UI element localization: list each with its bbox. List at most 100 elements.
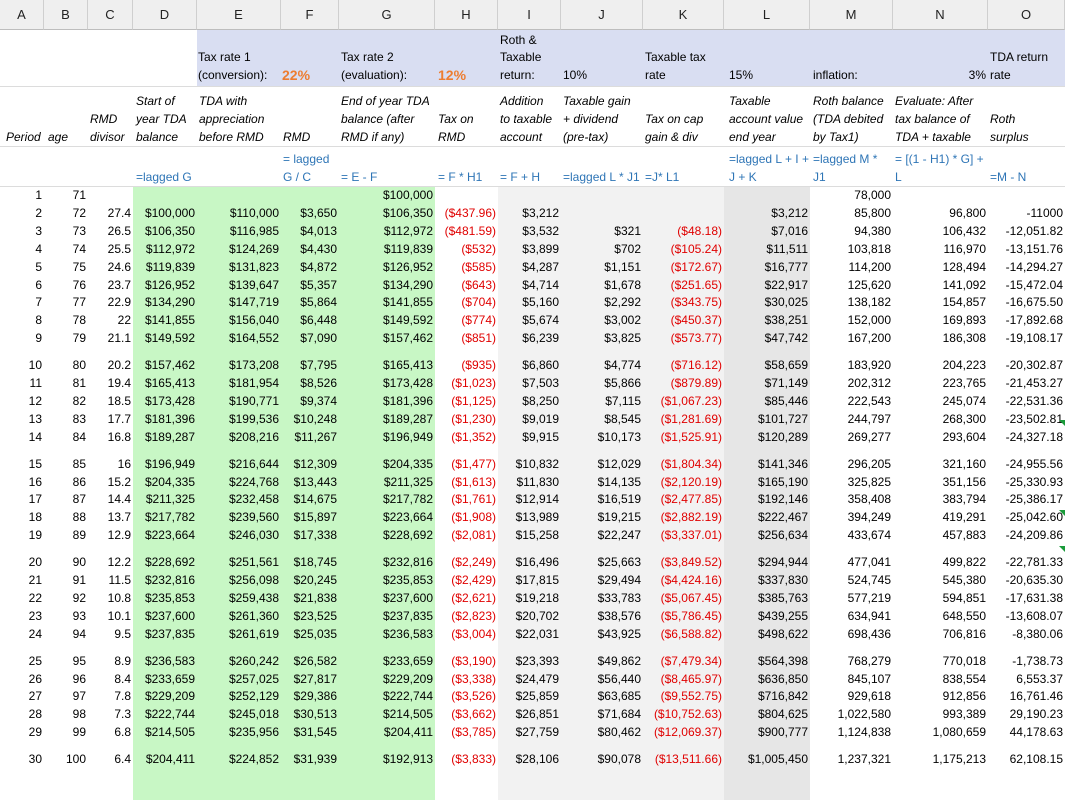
cell-f-row-5[interactable]: $4,872 — [300, 259, 337, 274]
cell-k-row-5[interactable]: ($172.67) — [670, 259, 722, 274]
cell-o-row-14[interactable]: -24,327.18 — [1005, 429, 1063, 444]
column-header-n[interactable]: N — [893, 0, 988, 30]
cell-o-row-22[interactable]: -17,631.38 — [1005, 590, 1063, 605]
cell-e-row-17[interactable]: $232,458 — [228, 492, 279, 507]
cell-o-row-29[interactable]: 44,178.63 — [1009, 725, 1063, 740]
cell-e-row-21[interactable]: $256,098 — [228, 573, 279, 587]
cell-i-row-22[interactable]: $19,218 — [515, 590, 559, 605]
cell-a-row-30[interactable]: 30 — [28, 752, 42, 767]
cell-g-row-27[interactable]: $222,744 — [382, 689, 433, 704]
cell-j-row-18[interactable]: $19,215 — [597, 510, 641, 525]
cell-o-row-3[interactable]: -12,051.82 — [1005, 223, 1063, 238]
cell-d-row-19[interactable]: $223,664 — [144, 528, 195, 543]
cell-o-row-12[interactable]: -22,531.36 — [1005, 393, 1063, 408]
cell-j-row-16[interactable]: $14,135 — [597, 474, 641, 489]
cell-n-row-12[interactable]: 245,074 — [942, 393, 986, 408]
column-header-j[interactable]: J — [561, 0, 643, 30]
cell-o-row-8[interactable]: -17,892.68 — [1005, 313, 1063, 328]
cell-j-row-29[interactable]: $80,462 — [597, 725, 641, 740]
cell-g-row-5[interactable]: $126,952 — [382, 259, 433, 274]
cell-l-row-5[interactable]: $16,777 — [764, 259, 808, 274]
cell-a-row-8[interactable]: 8 — [35, 313, 42, 328]
cell-a-row-25[interactable]: 25 — [28, 653, 42, 668]
cell-o-row-5[interactable]: -14,294.27 — [1005, 259, 1063, 274]
cell-h-row-30[interactable]: ($3,833) — [451, 752, 496, 767]
cell-b-row-7[interactable]: 77 — [72, 295, 86, 310]
cell-m-row-24[interactable]: 698,436 — [847, 626, 891, 641]
cell-j-row-8[interactable]: $3,002 — [604, 313, 641, 328]
cell-h-row-14[interactable]: ($1,352) — [451, 429, 496, 444]
cell-j-row-24[interactable]: $43,925 — [597, 626, 641, 641]
cell-n-row-7[interactable]: 154,857 — [942, 295, 986, 310]
cell-b-row-4[interactable]: 74 — [72, 241, 86, 256]
cell-m-row-22[interactable]: 577,219 — [847, 590, 891, 605]
cell-a-row-12[interactable]: 12 — [28, 393, 42, 408]
column-header-a[interactable]: A — [0, 0, 44, 30]
cell-b-row-26[interactable]: 96 — [72, 671, 86, 686]
cell-f-row-1[interactable] — [281, 187, 337, 205]
cell-h-row-26[interactable]: ($3,338) — [451, 671, 496, 686]
cell-n-row-6[interactable]: 141,092 — [942, 277, 986, 292]
cell-k-row-20[interactable]: ($3,849.52) — [660, 555, 722, 570]
cell-o-row-30[interactable]: 62,108.15 — [1009, 752, 1063, 767]
cell-k-row-24[interactable]: ($6,588.82) — [660, 626, 722, 641]
cell-l-row-7[interactable]: $30,025 — [764, 295, 808, 310]
cell-c-row-7[interactable]: 22.9 — [107, 295, 131, 310]
cell-c-row-12[interactable]: 18.5 — [107, 393, 131, 408]
cell-n-row-17[interactable]: 383,794 — [942, 492, 986, 507]
cell-j-row-22[interactable]: $33,783 — [597, 590, 641, 605]
cell-o-row-10[interactable]: -20,302.87 — [1005, 358, 1063, 373]
cell-l-row-27[interactable]: $716,842 — [757, 689, 808, 704]
cell-j-row-2[interactable] — [561, 205, 641, 223]
cell-j-row-3[interactable]: $321 — [614, 223, 641, 238]
cell-c-row-19[interactable]: 12.9 — [107, 528, 131, 543]
cell-d-row-15[interactable]: $196,949 — [144, 456, 195, 471]
cell-i-row-7[interactable]: $5,160 — [522, 295, 559, 310]
cell-a-row-6[interactable]: 6 — [35, 277, 42, 292]
cell-f-row-10[interactable]: $7,795 — [300, 358, 337, 373]
cell-b-row-12[interactable]: 82 — [72, 393, 86, 408]
cell-c-row-21[interactable]: 11.5 — [108, 573, 131, 587]
cell-j-row-14[interactable]: $10,173 — [597, 429, 641, 444]
cell-b-row-29[interactable]: 99 — [72, 725, 86, 740]
cell-c-row-27[interactable]: 7.8 — [114, 689, 131, 704]
cell-j-row-9[interactable]: $3,825 — [604, 331, 641, 346]
cell-g-row-18[interactable]: $223,664 — [382, 510, 433, 525]
cell-i-row-23[interactable]: $20,702 — [515, 608, 559, 623]
cell-k-row-23[interactable]: ($5,786.45) — [660, 608, 722, 623]
cell-l-row-17[interactable]: $192,146 — [757, 492, 808, 507]
cell-g-row-20[interactable]: $232,816 — [382, 555, 433, 570]
cell-n-row-18[interactable]: 419,291 — [942, 510, 986, 525]
column-header-i[interactable]: I — [498, 0, 561, 30]
cell-n-row-16[interactable]: 351,156 — [942, 474, 986, 489]
cell-e-row-14[interactable]: $208,216 — [228, 429, 279, 444]
cell-m-row-5[interactable]: 114,200 — [848, 259, 892, 274]
cell-e-row-27[interactable]: $252,129 — [228, 689, 279, 704]
cell-a-row-29[interactable]: 29 — [28, 725, 42, 740]
cell-i-row-9[interactable]: $6,239 — [522, 331, 559, 346]
cell-o-row-17[interactable]: -25,386.17 — [1005, 492, 1063, 507]
cell-f-row-30[interactable]: $31,939 — [293, 752, 337, 767]
cell-h-row-27[interactable]: ($3,526) — [451, 689, 496, 704]
cell-a-row-3[interactable]: 3 — [35, 223, 42, 238]
cell-i-row-15[interactable]: $10,832 — [515, 456, 559, 471]
cell-c-row-24[interactable]: 9.5 — [114, 626, 131, 641]
cell-g-row-11[interactable]: $173,428 — [382, 376, 433, 390]
cell-i-row-2[interactable]: $3,212 — [522, 205, 559, 220]
cell-n-row-23[interactable]: 648,550 — [942, 608, 986, 623]
cell-c-row-8[interactable]: 22 — [117, 313, 131, 328]
cell-h-row-23[interactable]: ($2,823) — [451, 608, 496, 623]
cell-m-row-20[interactable]: 477,041 — [847, 555, 891, 570]
cell-e-row-19[interactable]: $246,030 — [228, 528, 279, 543]
cell-o-row-13[interactable]: -23,502.81 — [1005, 411, 1063, 426]
cell-m-row-26[interactable]: 845,107 — [847, 671, 891, 686]
cell-j-row-20[interactable]: $25,663 — [597, 555, 641, 570]
cell-h-row-4[interactable]: ($532) — [461, 241, 496, 256]
cell-g-row-24[interactable]: $236,583 — [382, 626, 433, 641]
cell-c-row-13[interactable]: 17.7 — [107, 411, 131, 426]
cell-i-row-19[interactable]: $15,258 — [515, 528, 559, 543]
cell-j-row-28[interactable]: $71,684 — [597, 707, 641, 722]
cell-h-row-15[interactable]: ($1,477) — [451, 456, 496, 471]
cell-h-row-8[interactable]: ($774) — [461, 313, 496, 328]
cell-n-row-28[interactable]: 993,389 — [942, 707, 986, 722]
